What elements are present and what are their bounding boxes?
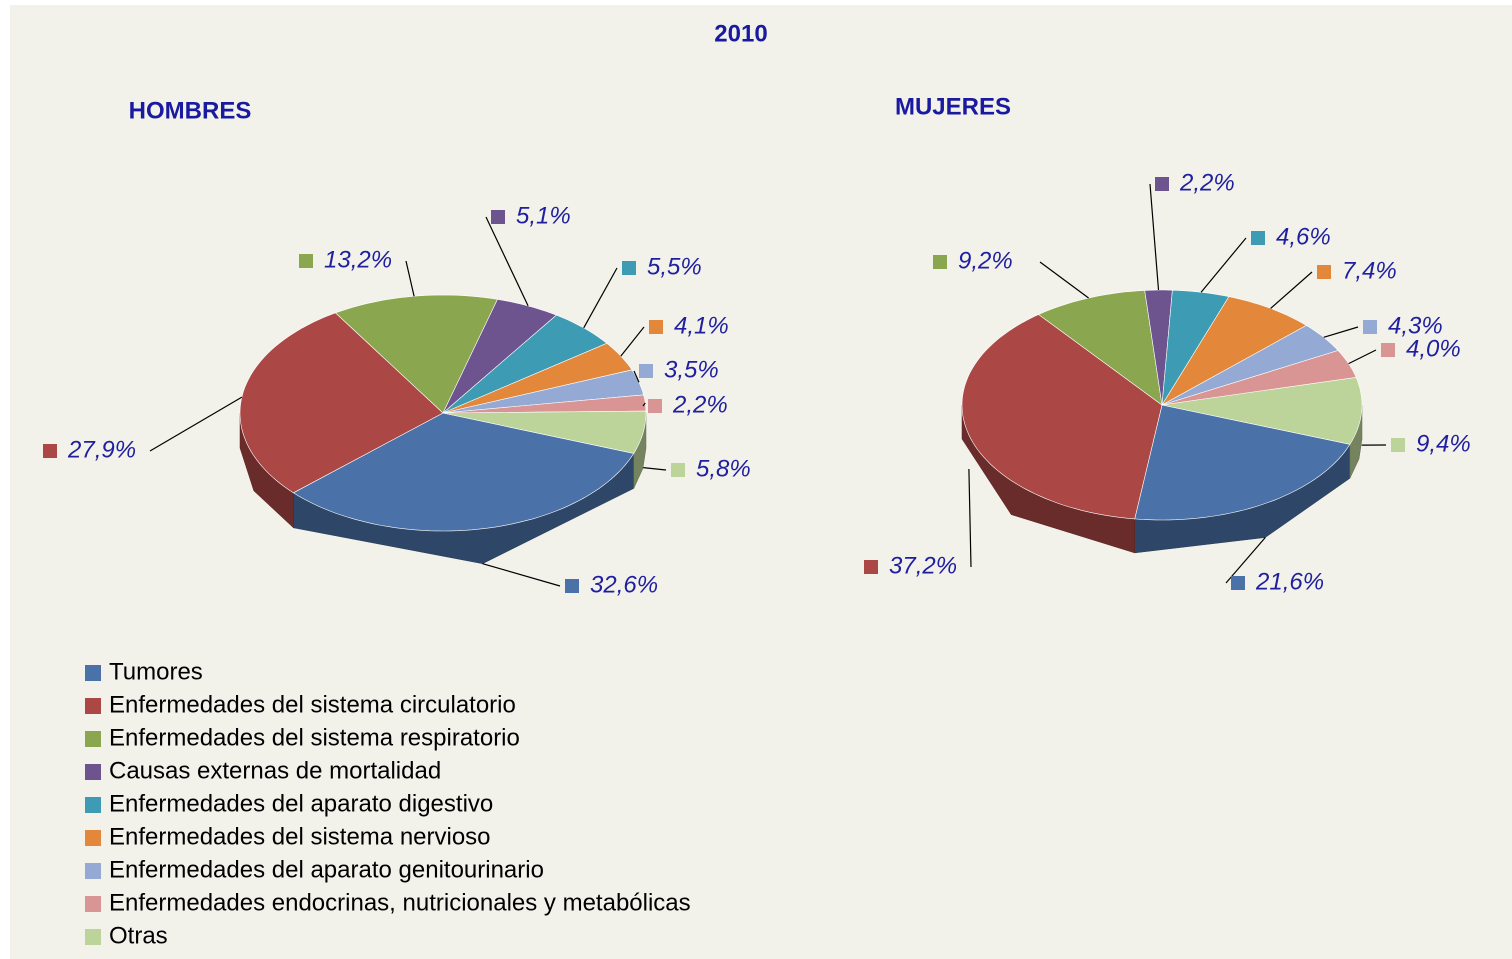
data-label: 2,2% [1179, 169, 1235, 196]
legend-label: Causas externas de mortalidad [109, 757, 441, 784]
legend-swatch [85, 797, 101, 813]
label-marker [1317, 265, 1331, 279]
label-marker [1231, 576, 1245, 590]
pie-slice [1038, 290, 1163, 406]
label-marker [933, 255, 947, 269]
label-marker [491, 210, 505, 224]
data-label: 9,2% [958, 247, 1013, 274]
data-label: 5,8% [696, 455, 751, 482]
legend-swatch [85, 830, 101, 846]
data-label: 27,9% [67, 436, 136, 463]
leader-line [1149, 183, 1160, 291]
pie-slice [1161, 377, 1363, 445]
legend-label: Tumores [109, 658, 203, 685]
leader-line [1039, 261, 1089, 299]
label-marker [671, 463, 685, 477]
pie-slice [442, 410, 647, 454]
label-marker [1251, 231, 1265, 245]
leader-line [583, 267, 618, 329]
data-label: 4,0% [1406, 335, 1461, 362]
leader-line [1270, 271, 1313, 309]
leader-line [620, 326, 645, 357]
label-marker [43, 444, 57, 458]
leader-line [1225, 537, 1266, 584]
label-marker [864, 560, 878, 574]
leader-line [1348, 349, 1377, 365]
legend-label: Enfermedades del aparato digestivo [109, 790, 493, 817]
label-marker [299, 254, 313, 268]
legend-swatch [85, 929, 101, 945]
legend-swatch [85, 863, 101, 879]
label-marker [1391, 438, 1405, 452]
data-label: 2,2% [672, 391, 728, 418]
leader-line [1200, 237, 1247, 293]
label-marker [649, 320, 663, 334]
leader-line [633, 370, 640, 383]
data-label: 3,5% [664, 356, 719, 383]
legend-label: Enfermedades del aparato genitourinario [109, 856, 544, 883]
legend-label: Enfermedades del sistema circulatorio [109, 691, 516, 718]
legend-label: Enfermedades del sistema nervioso [109, 823, 491, 850]
leader-line [405, 260, 415, 297]
leader-line [642, 402, 646, 407]
leader-line [485, 216, 529, 307]
legend-label: Enfermedades del sistema respiratorio [109, 724, 520, 751]
leader-line [482, 563, 561, 587]
data-label: 4,3% [1388, 312, 1443, 339]
data-label: 5,1% [516, 202, 571, 229]
data-label: 32,6% [590, 571, 658, 598]
label-marker [1363, 320, 1377, 334]
legend-swatch [85, 698, 101, 714]
data-label: 13,2% [324, 246, 392, 273]
pie-slice [961, 314, 1163, 520]
pie-slice [1134, 404, 1351, 521]
pie-slice [1161, 289, 1230, 406]
leader-line [1323, 326, 1359, 338]
label-marker [1381, 343, 1395, 357]
pie-title: MUJERES [895, 93, 1011, 120]
label-marker [648, 399, 662, 413]
data-label: 4,1% [674, 312, 729, 339]
label-marker [565, 579, 579, 593]
leader-line [968, 468, 972, 568]
data-label: 37,2% [889, 552, 957, 579]
data-label: 7,4% [1342, 257, 1397, 284]
legend-label: Otras [109, 922, 168, 949]
data-label: 21,6% [1255, 568, 1324, 595]
pie-slice [292, 412, 635, 532]
leader-line [149, 396, 243, 452]
legend-swatch [85, 731, 101, 747]
data-label: 5,5% [647, 253, 702, 280]
label-marker [1155, 177, 1169, 191]
chart-title: 2010 [714, 20, 767, 47]
label-marker [622, 261, 636, 275]
data-label: 9,4% [1416, 430, 1471, 457]
pie-title: HOMBRES [129, 97, 252, 124]
legend-swatch [85, 764, 101, 780]
legend-swatch [85, 896, 101, 912]
legend-swatch [85, 665, 101, 681]
legend-label: Enfermedades endocrinas, nutricionales y… [109, 889, 691, 916]
data-label: 4,6% [1276, 223, 1331, 250]
label-marker [639, 364, 653, 378]
leader-line [643, 467, 667, 471]
